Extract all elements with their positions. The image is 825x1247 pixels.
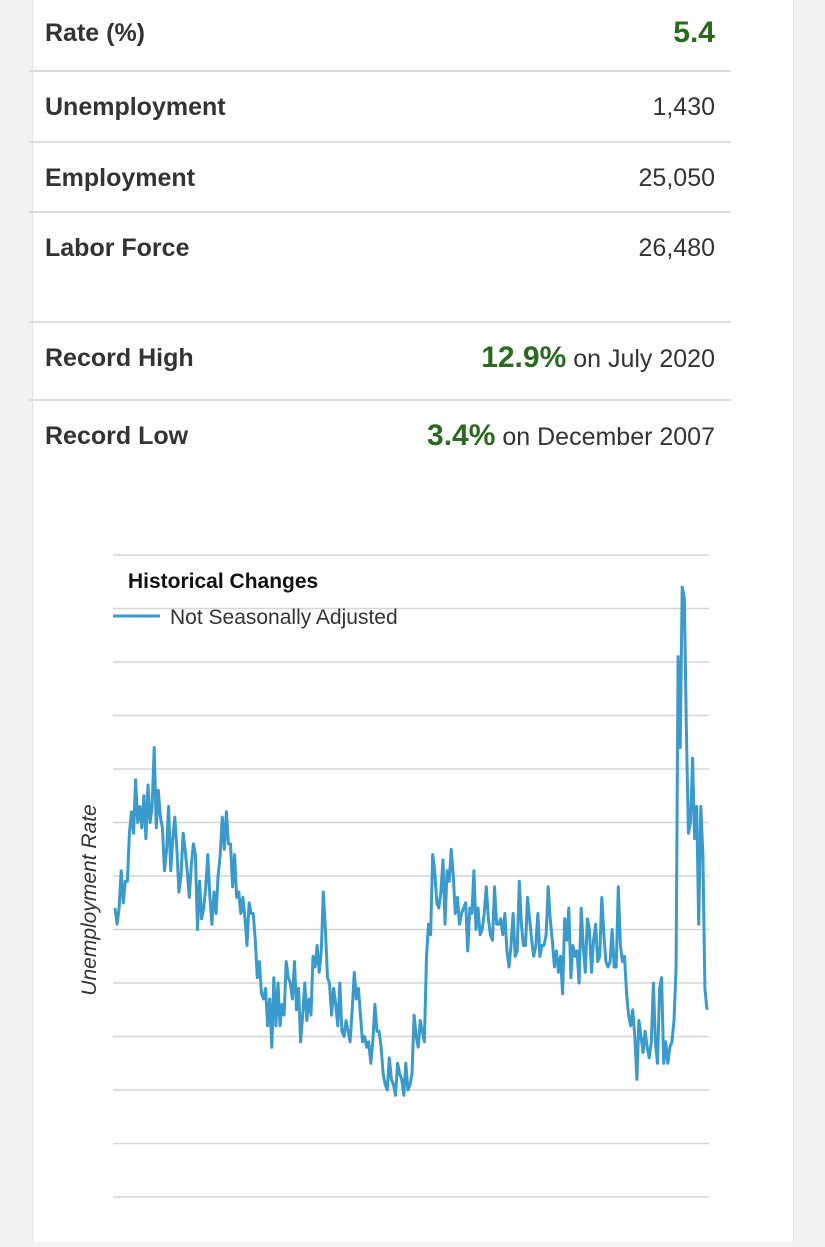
divider [29,70,731,72]
labor-force-label: Labor Force [45,233,190,262]
record-high-value: 12.9% [481,341,567,374]
rate-row: Rate (%) 5.4 [29,8,731,58]
series-line [113,585,709,1097]
rate-label: Rate (%) [45,18,146,47]
record-high-row: Record High 12.9% on July 2020 [29,333,731,383]
record-low-label: Record Low [45,421,189,450]
labor-force-value: 26,480 [638,233,715,262]
chart-title: Historical Changes [128,570,318,593]
employment-value: 25,050 [638,163,715,192]
divider [29,321,731,323]
divider [29,211,731,213]
record-low-value-group: 3.4% on December 2007 [427,419,731,453]
rate-value: 5.4 [673,16,715,49]
employment-label: Employment [45,163,196,192]
employment-row: Employment 25,050 [29,153,731,203]
y-axis-label: Unemployment Rate [78,804,101,995]
unemployment-value: 1,430 [652,92,715,121]
record-high-label: Record High [45,343,194,372]
record-high-date: on July 2020 [573,345,715,373]
record-low-value: 3.4% [427,419,496,452]
record-high-value-group: 12.9% on July 2020 [481,341,731,375]
divider [29,399,731,401]
chart-grid [113,554,709,1198]
legend-label[interactable]: Not Seasonally Adjusted [170,606,398,629]
unemployment-label: Unemployment [45,92,226,121]
unemployment-row: Unemployment 1,430 [29,82,731,132]
record-low-date: on December 2007 [502,423,715,451]
labor-force-row: Labor Force 26,480 [29,223,731,273]
divider [29,141,731,143]
record-low-row: Record Low 3.4% on December 2007 [29,411,731,461]
